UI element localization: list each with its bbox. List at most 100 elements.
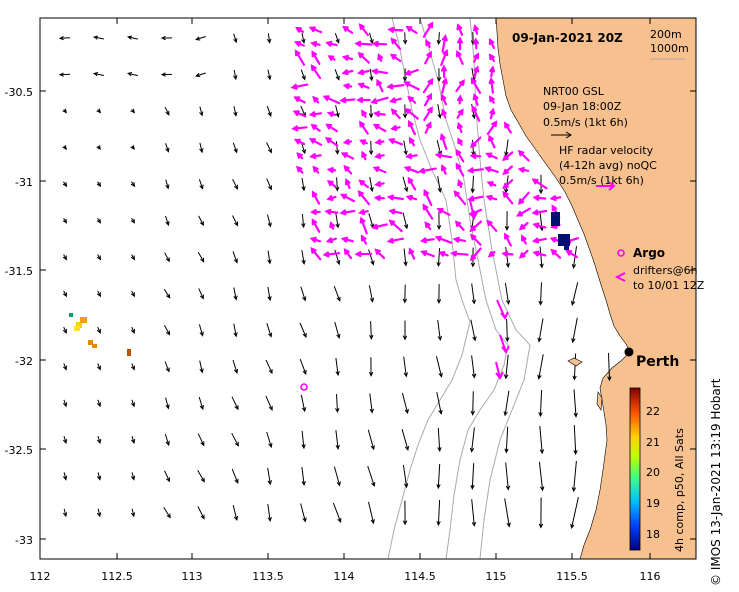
model-arrow <box>163 507 171 519</box>
model-arrow <box>130 290 135 298</box>
model-arrow <box>62 254 67 261</box>
model-arrow <box>402 464 409 489</box>
model-arrow <box>126 72 139 77</box>
radar-arrow <box>359 139 368 146</box>
radar-arrow <box>502 179 514 190</box>
radar-arrow <box>484 166 499 173</box>
radar-arrow <box>390 125 401 131</box>
drifter-legend: drifters@6h to 10/01 12Z <box>614 264 705 292</box>
radar-arrow <box>357 82 370 89</box>
radar-arrow <box>343 248 353 260</box>
model-arrow <box>130 472 136 481</box>
model-arrow <box>165 215 170 227</box>
radar-arrow <box>456 121 463 134</box>
model-arrow <box>334 249 341 266</box>
model-arrow <box>471 499 477 527</box>
radar-arrow <box>291 125 308 132</box>
land-mass <box>495 18 696 559</box>
radar-arrow <box>486 219 498 232</box>
radar-arrow <box>312 95 320 104</box>
model-arrow <box>403 248 408 267</box>
radar-arrow <box>502 151 514 162</box>
radar-arrow <box>388 97 402 104</box>
model-arrow <box>504 426 509 454</box>
rottnest-island <box>567 357 583 367</box>
radar-arrow <box>372 166 387 174</box>
radar-arrow <box>309 209 321 215</box>
model-arrow <box>266 142 272 154</box>
radar-arrow <box>341 69 354 76</box>
radar-arrow <box>357 190 370 206</box>
model-arrow <box>504 211 510 231</box>
model-arrow <box>267 467 272 486</box>
model-arrow <box>231 432 239 447</box>
model-arrow <box>164 106 170 116</box>
model-arrow <box>607 352 612 382</box>
radar-arrow <box>516 207 532 217</box>
radar-arrow <box>450 250 469 257</box>
radar-arrow <box>390 37 402 50</box>
radar-arrow <box>339 209 356 216</box>
model-arrow <box>198 324 204 337</box>
model-arrow <box>403 140 408 156</box>
radar-arrow <box>359 120 369 135</box>
radar-arrow <box>434 152 453 159</box>
radar-arrow <box>423 106 433 121</box>
radar-arrow <box>373 110 386 117</box>
model-arrow <box>62 435 68 444</box>
model-arrow <box>403 356 408 378</box>
model-arrow <box>334 69 340 81</box>
argo-float-marker[interactable] <box>300 383 308 391</box>
radar-arrow <box>440 164 447 175</box>
drifter-track <box>469 199 478 220</box>
model-arrow <box>368 140 374 156</box>
model-arrow <box>267 69 272 81</box>
radar-arrow <box>290 83 309 90</box>
radar-arrow <box>486 120 498 135</box>
model-arrow <box>300 286 307 302</box>
radar-arrow <box>293 96 306 104</box>
model-arrow <box>436 212 442 231</box>
perth-marker[interactable]: Perth <box>624 347 680 371</box>
model-arrow <box>332 502 342 523</box>
drifter-legend-line1: drifters@6h <box>633 264 698 277</box>
model-arrow <box>130 108 136 114</box>
model-arrow <box>333 286 341 302</box>
lon-tick-label: 116 <box>640 570 661 583</box>
radar-arrow <box>470 77 482 94</box>
radar-arrow <box>341 54 354 61</box>
radar-arrow <box>324 208 339 215</box>
radar-arrow <box>322 251 341 258</box>
model-arrow <box>96 181 102 188</box>
radar-arrow <box>370 223 388 230</box>
radar-arrow <box>358 179 369 189</box>
radar-arrow <box>457 94 463 105</box>
model-arrow <box>266 323 273 338</box>
radar-arrow <box>359 216 368 235</box>
radar-arrow <box>455 50 464 65</box>
radar-arrow <box>293 40 305 47</box>
radar-arrow <box>325 40 338 47</box>
model-arrow <box>334 33 340 44</box>
radar-arrow <box>342 83 353 90</box>
radar-scale-arrow <box>596 181 616 191</box>
model-arrow <box>436 356 443 378</box>
model-arrow <box>265 359 273 375</box>
radar-arrow <box>311 190 321 205</box>
lon-tick-label: 113.5 <box>252 570 284 583</box>
radar-arrow <box>386 237 405 244</box>
radar-arrow <box>422 77 434 94</box>
model-arrow <box>231 468 239 484</box>
model-arrow <box>402 320 408 341</box>
lon-tick-label: 113 <box>182 570 203 583</box>
model-arrow <box>436 68 442 82</box>
radar-arrow <box>371 40 388 47</box>
model-arrow <box>402 176 409 193</box>
radar-arrow <box>453 190 467 206</box>
model-arrow <box>335 394 340 414</box>
model-arrow <box>233 106 238 117</box>
radar-arrow <box>469 247 482 262</box>
radar-arrow <box>309 153 322 160</box>
radar-legend-scale: 0.5m/s (1kt 6h) <box>559 174 644 187</box>
